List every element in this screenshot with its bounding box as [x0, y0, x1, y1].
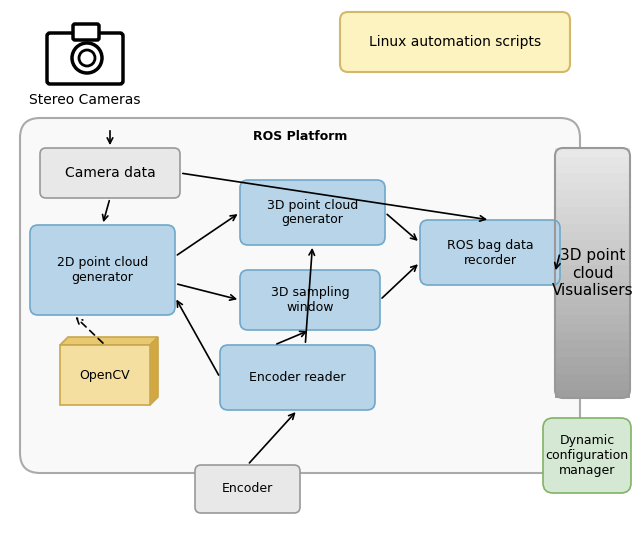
Bar	[555, 365, 630, 374]
Text: 3D point
cloud
Visualisers: 3D point cloud Visualisers	[552, 248, 634, 298]
Bar	[555, 156, 630, 165]
FancyBboxPatch shape	[220, 345, 375, 410]
Bar	[555, 248, 630, 257]
Polygon shape	[60, 337, 158, 345]
Text: 2D point cloud
generator: 2D point cloud generator	[57, 256, 148, 284]
Text: OpenCV: OpenCV	[80, 368, 131, 382]
Bar	[555, 289, 630, 298]
Bar	[555, 298, 630, 307]
Text: Encoder: Encoder	[222, 482, 273, 496]
Polygon shape	[150, 337, 158, 405]
FancyBboxPatch shape	[240, 270, 380, 330]
Bar	[555, 181, 630, 190]
Bar	[555, 148, 630, 157]
Bar	[555, 340, 630, 349]
Bar	[555, 348, 630, 357]
FancyBboxPatch shape	[543, 418, 631, 493]
Bar	[555, 281, 630, 290]
Bar	[555, 273, 630, 282]
FancyBboxPatch shape	[40, 148, 180, 198]
Circle shape	[79, 50, 95, 66]
Text: 3D point cloud
generator: 3D point cloud generator	[267, 198, 358, 227]
FancyBboxPatch shape	[240, 180, 385, 245]
FancyBboxPatch shape	[73, 24, 99, 40]
Bar	[555, 332, 630, 340]
Text: Linux automation scripts: Linux automation scripts	[369, 35, 541, 49]
Text: 3D sampling
window: 3D sampling window	[271, 286, 349, 314]
Circle shape	[72, 43, 102, 73]
Bar	[555, 314, 630, 324]
FancyBboxPatch shape	[30, 225, 175, 315]
Bar	[555, 357, 630, 365]
FancyBboxPatch shape	[340, 12, 570, 72]
Bar	[555, 265, 630, 273]
Bar	[555, 256, 630, 265]
FancyBboxPatch shape	[47, 33, 123, 84]
Bar	[555, 173, 630, 182]
Bar	[555, 390, 630, 399]
Bar	[555, 373, 630, 382]
Text: ROS Platform: ROS Platform	[253, 130, 347, 142]
Bar	[555, 223, 630, 232]
Bar	[555, 190, 630, 198]
Text: Stereo Cameras: Stereo Cameras	[29, 93, 141, 107]
Bar	[555, 231, 630, 240]
Bar	[555, 206, 630, 215]
Text: Dynamic
configuration
manager: Dynamic configuration manager	[545, 434, 628, 477]
Bar	[555, 306, 630, 315]
Bar	[555, 198, 630, 207]
FancyBboxPatch shape	[420, 220, 560, 285]
Text: Camera data: Camera data	[65, 166, 156, 180]
Bar	[555, 323, 630, 332]
Bar	[555, 165, 630, 174]
Bar	[555, 240, 630, 248]
FancyBboxPatch shape	[60, 345, 150, 405]
FancyBboxPatch shape	[20, 118, 580, 473]
Bar	[555, 215, 630, 223]
Text: ROS bag data
recorder: ROS bag data recorder	[447, 238, 533, 266]
Text: Encoder reader: Encoder reader	[249, 371, 346, 384]
Bar	[555, 381, 630, 390]
FancyBboxPatch shape	[195, 465, 300, 513]
